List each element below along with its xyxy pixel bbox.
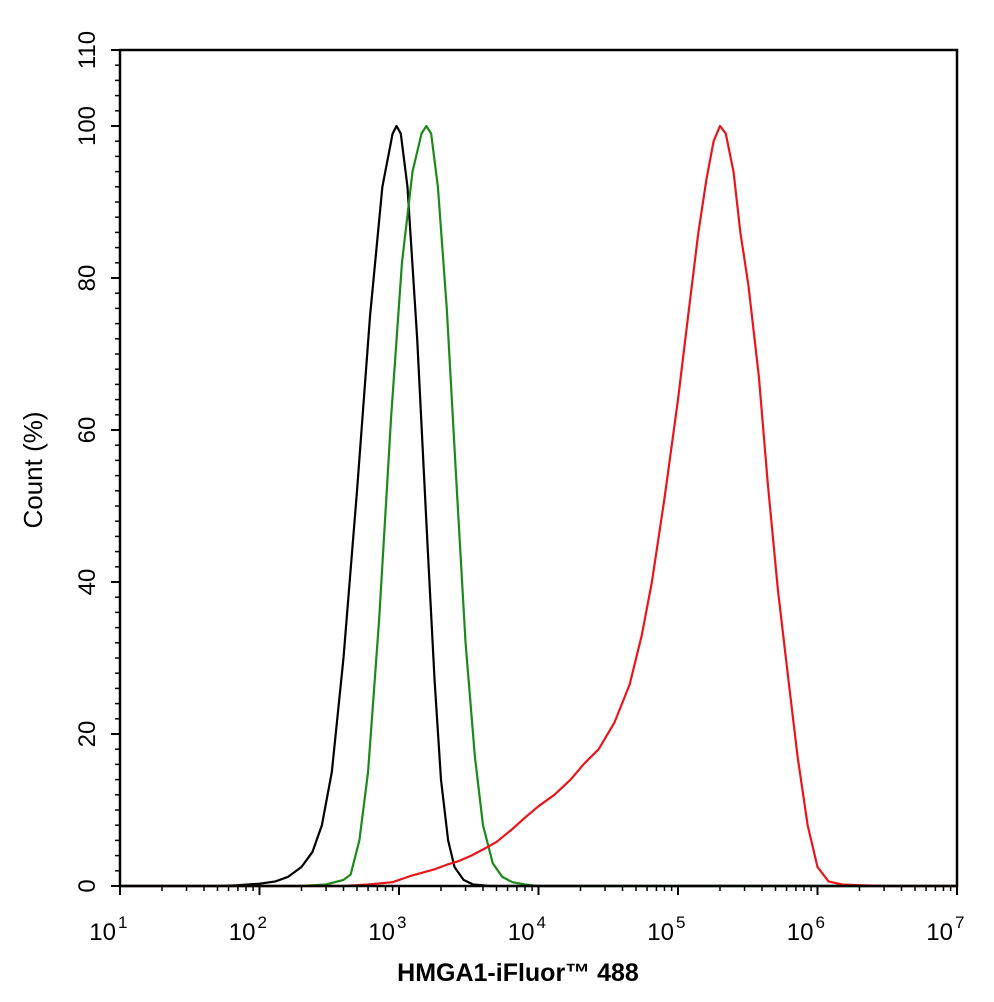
x-tick-exponent: 2	[258, 913, 267, 932]
x-tick-label: 10 6	[787, 913, 825, 946]
x-tick-labels: 10 1 10 2 10 3 10 4 10 5 10 6 10 7	[89, 913, 964, 946]
y-tick-label: 0	[74, 879, 101, 892]
y-tick-labels: 0 20 40 60 80 100 110	[74, 31, 101, 893]
y-tick-label: 100	[74, 106, 101, 146]
x-axis-title: HMGA1-iFluor™ 488	[397, 959, 639, 987]
series-line-1	[118, 124, 959, 888]
major-ticks	[111, 49, 958, 895]
x-tick-exponent: 6	[816, 913, 825, 932]
x-tick-exponent: 5	[676, 913, 685, 932]
y-tick-label: 80	[74, 265, 101, 292]
x-tick-base: 10	[508, 919, 535, 946]
x-tick-label: 10 3	[368, 913, 406, 946]
x-tick-base: 10	[89, 919, 116, 946]
x-tick-base: 10	[647, 919, 674, 946]
y-tick-label: 60	[74, 417, 101, 444]
x-tick-exponent: 3	[397, 913, 406, 932]
x-tick-exponent: 4	[537, 913, 546, 932]
y-tick-label: 40	[74, 569, 101, 596]
series-line-2	[118, 124, 959, 888]
plot-frame	[118, 48, 959, 888]
series-line-3	[118, 124, 959, 888]
x-tick-exponent: 1	[118, 913, 127, 932]
x-tick-base: 10	[926, 919, 953, 946]
minor-ticks	[115, 64, 952, 891]
x-tick-label: 10 7	[926, 913, 964, 946]
y-tick-label: 110	[74, 31, 101, 69]
series-layer	[118, 124, 959, 888]
x-tick-base: 10	[787, 919, 814, 946]
x-tick-label: 10 2	[229, 913, 267, 946]
x-tick-base: 10	[368, 919, 395, 946]
y-tick-label: 20	[74, 721, 101, 748]
y-axis-title: Count (%)	[18, 411, 48, 528]
x-tick-label: 10 4	[508, 913, 546, 946]
x-tick-exponent: 7	[955, 913, 964, 932]
x-tick-label: 10 5	[647, 913, 685, 946]
x-tick-label: 10 1	[89, 913, 127, 946]
x-tick-base: 10	[229, 919, 256, 946]
